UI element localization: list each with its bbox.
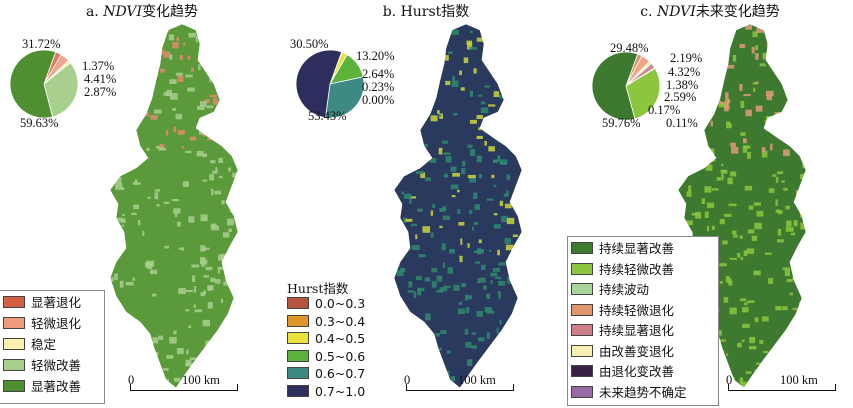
- map-legend: Hurst指数 0.0~0.3 0.3~0.4 0.4~0.5 0.5~0.6 0.6~0…: [284, 276, 376, 404]
- scale-tick: [513, 384, 514, 391]
- pie-label: 4.32%: [668, 65, 701, 79]
- legend-swatch: [287, 384, 309, 397]
- pie-slice: [295, 49, 343, 119]
- legend-label: 显著退化: [31, 295, 82, 310]
- legend-swatch: [571, 385, 593, 398]
- pie-label: 2.64%: [362, 67, 395, 81]
- legend-swatch: [571, 242, 593, 254]
- scale-end-label: 100 km: [780, 373, 818, 387]
- legend-swatch: [571, 283, 593, 295]
- pie-label: 2.19%: [670, 51, 703, 65]
- panel-title: c. NDVI未来变化趋势: [640, 4, 780, 20]
- legend-swatch: [3, 296, 25, 308]
- pie-label: 4.41%: [84, 72, 117, 86]
- pie-slice: [9, 49, 57, 119]
- scale-line: [130, 390, 238, 391]
- scale-line: [728, 390, 836, 391]
- legend-label: 轻微改善: [31, 358, 82, 373]
- legend-label: 显著改善: [31, 379, 82, 394]
- pie-label: 31.72%: [22, 37, 61, 51]
- legend-label: 由退化变改善: [599, 364, 675, 379]
- legend-swatch: [571, 303, 593, 316]
- legend-swatch: [287, 332, 309, 344]
- legend-label: 0.7~1.0: [315, 383, 366, 399]
- pie-label: 0.17%: [648, 103, 681, 117]
- pie-label: 13.20%: [356, 49, 395, 63]
- legend-swatch: [3, 359, 25, 371]
- pie-label: 53.43%: [308, 109, 347, 123]
- panel-ndvi-trend: a. NDVI变化趋势 31.72% 1.37% 4.41% 2.87% 59.…: [0, 0, 284, 408]
- scale-tick: [130, 384, 131, 391]
- scale-end-label: 100 km: [182, 373, 220, 387]
- legend-swatch: [3, 338, 25, 350]
- pie-slice: [625, 67, 661, 120]
- legend-swatch: [571, 324, 593, 336]
- scale-tick: [406, 384, 407, 391]
- scale-end-label: 100 km: [458, 373, 496, 387]
- future-trend-pie: [591, 51, 661, 121]
- legend-label: 0.6~0.7: [315, 366, 366, 381]
- map-legend: 持续显著改善 持续轻微改善 持续波动持续轻微退化 持续显著退化 由改善变退化 由退化变改善…: [567, 236, 719, 406]
- hurst-map: [393, 23, 523, 389]
- pie-label: 0.00%: [362, 93, 395, 107]
- legend-label: 持续轻微退化: [599, 302, 675, 318]
- map-legend: 显著退化轻微退化稳定轻微改善显著改善: [0, 290, 105, 404]
- panel-title: a. NDVI变化趋势: [85, 4, 199, 20]
- legend-label: 未来趋势不确定: [599, 384, 687, 400]
- pie-slice: [591, 51, 639, 121]
- legend-label: 0.4~0.5: [315, 331, 366, 346]
- legend-title: Hurst指数: [287, 281, 349, 296]
- hurst-pie: [295, 49, 365, 119]
- legend-label: 0.0~0.3: [315, 296, 366, 311]
- panel-future-trend: c. NDVI未来变化趋势 29.48% 2.19% 4.32% 1.38% 2…: [567, 0, 852, 408]
- pie-label: 0.11%: [666, 116, 698, 130]
- ndvi-trend-pie: [9, 49, 79, 119]
- pie-label: 2.87%: [84, 85, 117, 99]
- legend-swatch: [571, 344, 593, 357]
- scale-tick: [728, 384, 729, 391]
- legend-label: 持续显著改善: [599, 241, 675, 256]
- panel-hurst: b. Hurst指数 30.50% 13.20% 2.64% 0.23% 0.0…: [284, 0, 568, 408]
- legend-label: 轻微退化: [31, 316, 82, 331]
- legend-label: 持续轻微改善: [599, 261, 675, 277]
- pie-slice: [43, 62, 79, 118]
- legend-label: 稳定: [31, 337, 57, 352]
- legend-swatch: [571, 262, 593, 275]
- scale-bar: 0 100 km: [404, 373, 514, 396]
- legend-swatch: [287, 349, 309, 362]
- legend-swatch: [3, 317, 25, 329]
- scale-bar: 0 100 km: [128, 373, 238, 396]
- pie-label: 30.50%: [290, 37, 329, 51]
- legend-swatch: [287, 314, 309, 327]
- scale-tick: [237, 384, 238, 391]
- legend-label: 0.5~0.6: [315, 348, 366, 364]
- scale-start-label: 0: [128, 373, 135, 387]
- scale-start-label: 0: [404, 373, 411, 387]
- legend-label: 由改善变退化: [599, 343, 675, 359]
- legend-swatch: [3, 380, 25, 392]
- legend-swatch: [571, 365, 593, 377]
- pie-label: 29.48%: [610, 41, 649, 55]
- pie-label: 0.23%: [362, 80, 395, 94]
- pie-label: 1.37%: [82, 59, 115, 73]
- pie-label: 2.59%: [664, 90, 697, 104]
- legend-label: 持续波动: [599, 282, 650, 297]
- legend-swatch: [287, 297, 309, 309]
- legend-label: 0.3~0.4: [315, 313, 366, 329]
- ndvi-trend-map: [109, 23, 239, 389]
- scale-line: [406, 390, 514, 391]
- scale-tick: [835, 384, 836, 391]
- scale-start-label: 0: [726, 373, 733, 387]
- pie-label: 59.63%: [20, 116, 59, 130]
- pie-slice: [324, 76, 365, 119]
- pie-label: 1.38%: [666, 78, 699, 92]
- legend-label: 持续显著退化: [599, 323, 675, 338]
- panel-title: b. Hurst指数: [382, 4, 470, 20]
- legend-swatch: [287, 367, 309, 379]
- pie-label: 59.76%: [602, 116, 641, 130]
- scale-bar: 0 100 km: [726, 373, 836, 396]
